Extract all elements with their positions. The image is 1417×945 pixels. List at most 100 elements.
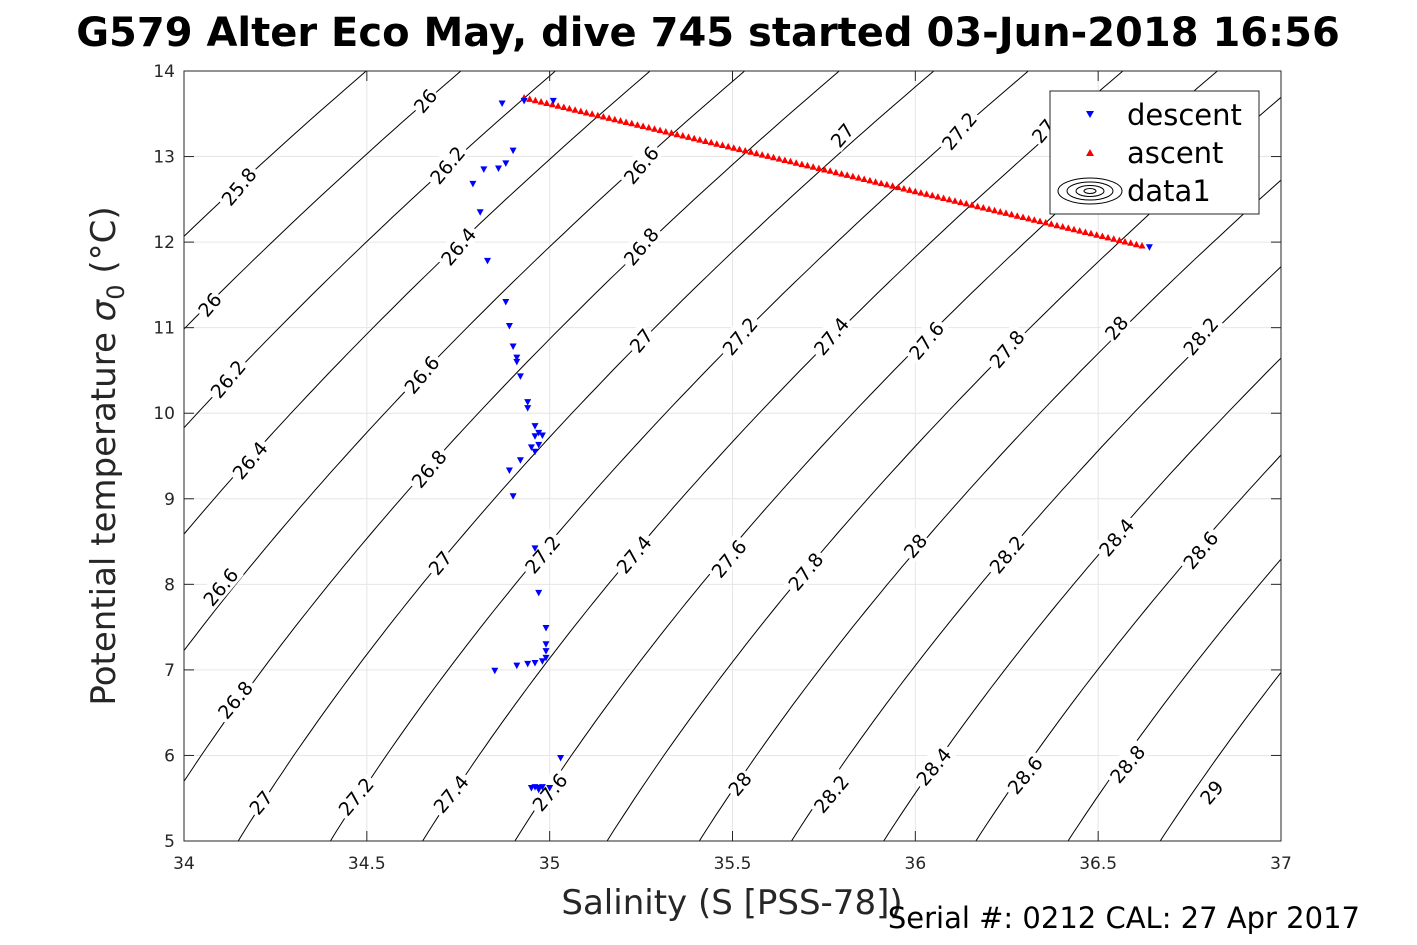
- x-axis: 34 34.5 35 35.5 36 36.5 37: [173, 71, 1292, 874]
- descent-point: [502, 299, 510, 306]
- ascent-point: [860, 175, 868, 182]
- ascent-point: [639, 122, 647, 129]
- descent-point: [484, 257, 491, 265]
- y-tick-label: 7: [164, 661, 175, 681]
- descent-point: [524, 660, 532, 668]
- x-tick-label: 37: [1270, 854, 1292, 874]
- ascent-point: [838, 170, 846, 177]
- legend-ascent-marker: [1086, 149, 1094, 156]
- ascent-point: [770, 153, 777, 161]
- ascent-point: [537, 98, 545, 105]
- descent-point: [538, 784, 546, 791]
- contour-label-bg: [806, 310, 855, 362]
- y-axis-label: Potential temperature σ0 (°C): [84, 206, 130, 705]
- ascent-point: [645, 123, 653, 131]
- ascent-point: [1115, 236, 1123, 244]
- contour-line: [790, 266, 1281, 841]
- ascent-point: [1070, 225, 1078, 233]
- y-axis-label-unit: (°C): [84, 206, 124, 284]
- x-tick-label: 35: [539, 854, 561, 874]
- ascent-point: [565, 104, 573, 112]
- ascent-point: [889, 182, 897, 189]
- ascent-point: [787, 157, 794, 165]
- contour-label-bg: [404, 442, 453, 494]
- descent-point: [535, 429, 543, 437]
- ascent-point: [928, 191, 936, 199]
- ascent-point: [1053, 221, 1061, 229]
- ascent-point: [979, 204, 987, 211]
- ascent-point: [775, 155, 783, 162]
- ascent-point: [582, 109, 590, 116]
- ascent-point: [634, 121, 641, 128]
- ascent-point: [713, 140, 721, 147]
- ascent-point: [1081, 228, 1089, 235]
- ascent-point: [753, 149, 760, 157]
- legend-descent-marker: [1086, 111, 1094, 118]
- contour-label-bg: [525, 766, 573, 818]
- ascent-point: [662, 128, 670, 135]
- ascent-point: [1076, 227, 1084, 234]
- ascent-point: [923, 190, 931, 197]
- ascent-point: [849, 172, 857, 180]
- contour-label-bg: [824, 117, 859, 152]
- descent-point: [538, 432, 546, 439]
- ascent-point: [696, 136, 704, 143]
- ascent-point: [611, 115, 619, 123]
- ascent-point: [764, 152, 772, 159]
- contour-label-bg: [210, 673, 259, 725]
- ascent-point: [1036, 217, 1044, 225]
- contour-label-bg: [191, 286, 226, 322]
- ascent-point: [900, 185, 908, 192]
- descent-point: [516, 373, 524, 380]
- contour-label-bg: [704, 532, 752, 584]
- contour-line: [1159, 671, 1281, 841]
- y-axis: 5 6 7 8 9 10 11 12 13 14: [153, 62, 1281, 852]
- ascent-point: [883, 180, 891, 188]
- ascent-point: [1093, 231, 1101, 238]
- contour-label-bg: [433, 220, 482, 272]
- legend-ascent-label: ascent: [1127, 136, 1223, 170]
- ascent-point: [548, 100, 556, 108]
- contour-label-bg: [609, 528, 657, 580]
- descent-point: [542, 648, 550, 655]
- ascent-point: [843, 171, 851, 178]
- y-tick-label: 8: [164, 575, 175, 595]
- contour-label-bg: [214, 160, 262, 212]
- descent-point: [542, 625, 550, 632]
- x-tick-label: 36: [905, 854, 927, 874]
- legend-data1-contour-icon: [1057, 177, 1123, 205]
- contour-line: [184, 71, 462, 330]
- ascent-point: [821, 166, 829, 173]
- ascent-point: [781, 156, 789, 163]
- ascent-point: [1042, 218, 1050, 226]
- descent-point: [476, 209, 484, 216]
- ascent-point: [1138, 242, 1146, 249]
- ascent-point: [588, 110, 596, 117]
- ascent-point: [1121, 238, 1129, 245]
- descent-point: [516, 457, 524, 464]
- x-axis-label: Salinity (S [PSS-78]): [561, 883, 902, 923]
- descent-point: [469, 180, 477, 188]
- ascent-point: [736, 145, 743, 153]
- ascent-point: [571, 106, 579, 113]
- contour-label-bg: [242, 784, 278, 820]
- descent-point: [509, 493, 517, 500]
- descent-point: [502, 160, 510, 167]
- ascent-point: [968, 201, 976, 208]
- ascent-point: [832, 168, 840, 176]
- contour-label-bg: [934, 104, 983, 156]
- ascent-point: [917, 189, 925, 196]
- contour-label-bg: [517, 528, 566, 580]
- chart-title: G579 Alter Eco May, dive 745 started 03-…: [76, 10, 1340, 56]
- y-tick-label: 10: [153, 404, 175, 424]
- ascent-point: [962, 199, 970, 207]
- contour-label-bg: [982, 528, 1030, 580]
- descent-point: [480, 166, 488, 173]
- contour-label-bg: [1000, 749, 1049, 800]
- ascent-point: [526, 95, 534, 102]
- ascent-point: [673, 130, 681, 138]
- descent-point: [549, 97, 557, 105]
- descent-point: [509, 343, 517, 350]
- contour-label-bg: [721, 765, 757, 801]
- x-tick-label: 36.5: [1079, 854, 1117, 874]
